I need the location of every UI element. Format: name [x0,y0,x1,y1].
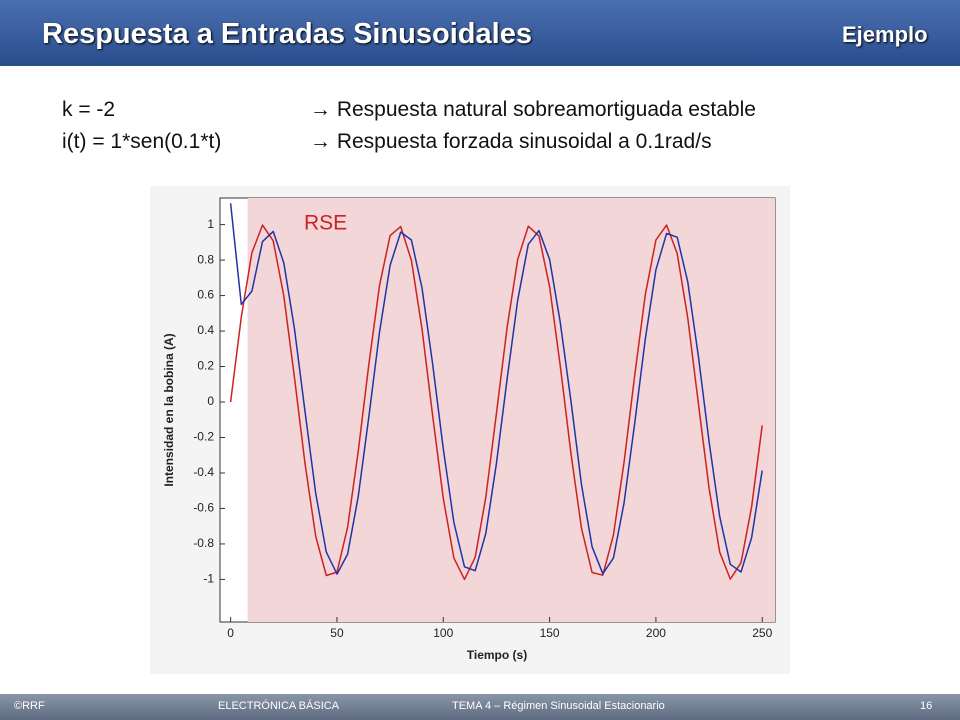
x-tick-label: 250 [752,626,772,640]
y-tick-label: 0.6 [197,288,214,302]
y-tick-label: 0.2 [197,359,214,373]
plot [229,198,775,622]
y-tick-label: -0.2 [193,430,214,444]
series-line [229,203,763,575]
y-tick-label: -0.6 [193,501,214,515]
x-axis-label: Tiempo (s) [467,648,527,662]
y-tick-label: 0 [207,394,214,408]
footer-left: ©RRF [14,700,45,712]
rse-region [247,198,775,622]
series-line [229,224,763,581]
footer-topic: TEMA 4 – Régimen Sinusoidal Estacionario [452,700,665,712]
slide-title: Respuesta a Entradas Sinusoidales [42,18,532,50]
x-tick-label: 50 [330,626,344,640]
text-line: k = -2 [62,98,116,121]
annotation: RSE [304,212,347,235]
footer-center: ELECTRÓNICA BÁSICA [218,700,340,712]
y-axis-label: Intensidad en la bobina (A) [162,333,176,486]
x-tick-label: 200 [646,626,666,640]
y-tick-label: -0.8 [193,536,214,550]
text-line: i(t) = 1*sen(0.1*t) [62,130,222,153]
text-line: → Respuesta forzada sinusoidal a 0.1rad/… [310,130,712,153]
slide-tag: Ejemplo [842,22,928,47]
y-tick-label: 1 [207,217,214,231]
header [0,0,960,66]
page-number: 16 [920,700,933,712]
y-tick-label: -0.4 [193,465,214,479]
x-tick-label: 100 [433,626,453,640]
x-tick-label: 150 [540,626,560,640]
y-tick-label: 0.8 [197,252,214,266]
y-tick-label: -1 [203,572,214,586]
text-line: → Respuesta natural sobreamortiguada est… [310,98,756,121]
x-tick-label: 0 [227,626,234,640]
footer [0,694,960,720]
y-tick-label: 0.4 [197,323,214,337]
